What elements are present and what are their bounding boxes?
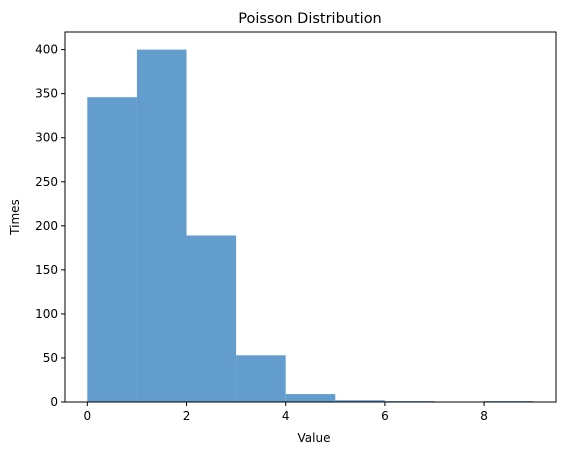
y-tick-label: 50 — [43, 351, 58, 365]
y-tick-label: 250 — [35, 175, 58, 189]
x-axis-label: Value — [298, 431, 331, 445]
y-axis-label: Times — [8, 199, 22, 236]
histogram-bar-1 — [136, 49, 187, 402]
plot-frame — [64, 31, 557, 403]
bars-group — [87, 49, 534, 402]
x-tick-label: 2 — [183, 409, 191, 423]
histogram-bar-4 — [285, 394, 336, 402]
x-tick-label: 6 — [381, 409, 389, 423]
histogram-bar-2 — [186, 235, 237, 402]
histogram-bar-3 — [236, 355, 286, 402]
x-tick-label: 0 — [83, 409, 91, 423]
y-tick-label: 300 — [35, 131, 58, 145]
x-ticks-group: 0 2 4 6 8 — [83, 402, 488, 423]
histogram-bar-5 — [335, 400, 385, 402]
y-ticks-group: 0 50 100 150 200 250 300 350 400 — [35, 43, 65, 409]
y-tick-label: 400 — [35, 43, 58, 57]
x-tick-label: 4 — [282, 409, 290, 423]
y-tick-label: 150 — [35, 263, 58, 277]
y-tick-label: 0 — [50, 395, 58, 409]
x-tick-label: 8 — [480, 409, 488, 423]
y-tick-label: 350 — [35, 87, 58, 101]
histogram-bar-0 — [87, 97, 137, 402]
chart-title: Poisson Distribution — [238, 11, 382, 27]
y-tick-label: 100 — [35, 307, 58, 321]
y-tick-label: 200 — [35, 219, 58, 233]
